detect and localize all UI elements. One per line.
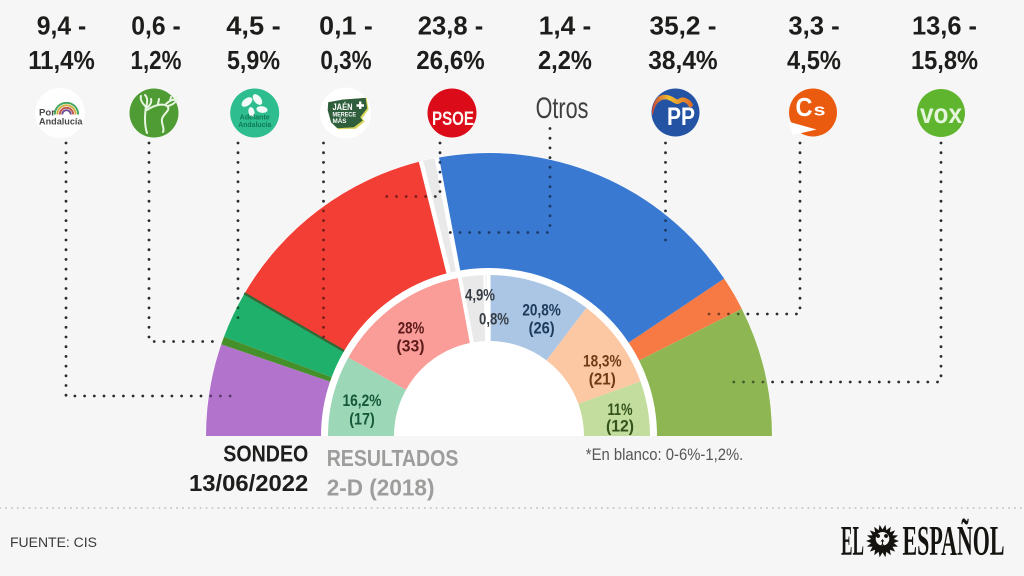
svg-text:Otros: Otros xyxy=(536,92,589,125)
svg-text:35,2 -: 35,2 - xyxy=(650,13,717,41)
svg-text:13,6 -: 13,6 - xyxy=(912,13,977,41)
svg-text:1,2%: 1,2% xyxy=(131,47,182,75)
svg-text:28%: 28% xyxy=(398,320,425,338)
svg-text:(17): (17) xyxy=(349,411,375,429)
svg-text:9,4 -: 9,4 - xyxy=(37,13,86,41)
svg-text:(33): (33) xyxy=(397,338,425,356)
svg-text:C: C xyxy=(796,92,813,122)
svg-text:11%: 11% xyxy=(608,401,633,419)
svg-text:RESULTADOS: RESULTADOS xyxy=(327,445,459,471)
svg-text:38,4%: 38,4% xyxy=(648,47,717,75)
svg-text:(26): (26) xyxy=(529,320,555,338)
svg-text:Andalucía: Andalucía xyxy=(238,122,271,129)
svg-text:16,2%: 16,2% xyxy=(343,392,382,410)
svg-text:ESPAÑOL: ESPAÑOL xyxy=(903,518,1005,565)
svg-text:20,8%: 20,8% xyxy=(522,302,561,320)
svg-text:Adelante: Adelante xyxy=(240,115,270,122)
svg-text:2-D (2018): 2-D (2018) xyxy=(327,475,435,501)
svg-text:0,8%: 0,8% xyxy=(479,311,509,329)
svg-text:*En blanco: 0-6%-1,2%.: *En blanco: 0-6%-1,2%. xyxy=(586,446,744,464)
svg-text:FUENTE: CIS: FUENTE: CIS xyxy=(10,535,97,550)
svg-text:13/06/2022: 13/06/2022 xyxy=(189,470,308,496)
svg-text:2,2%: 2,2% xyxy=(538,47,592,75)
svg-text:11,4%: 11,4% xyxy=(28,47,95,75)
svg-text:23,8 -: 23,8 - xyxy=(418,13,484,41)
svg-text:0,1 -: 0,1 - xyxy=(319,13,373,41)
svg-text:0,3%: 0,3% xyxy=(320,47,371,75)
svg-text:vox: vox xyxy=(920,98,962,129)
svg-text:(12): (12) xyxy=(606,418,634,436)
svg-text:4,9%: 4,9% xyxy=(465,287,495,305)
svg-text:EL: EL xyxy=(841,519,864,565)
svg-text:Andalucía: Andalucía xyxy=(39,117,83,128)
svg-text:5,9%: 5,9% xyxy=(227,47,280,75)
svg-text:4,5 -: 4,5 - xyxy=(226,13,281,41)
svg-text:26,6%: 26,6% xyxy=(416,47,485,75)
svg-text:0,6 -: 0,6 - xyxy=(131,13,180,41)
svg-text:MÁS: MÁS xyxy=(333,116,348,125)
svg-text:4,5%: 4,5% xyxy=(787,47,841,75)
svg-text:s: s xyxy=(814,101,826,120)
svg-text:SONDEO: SONDEO xyxy=(223,440,308,466)
svg-text:MERECE: MERECE xyxy=(333,112,357,119)
svg-text:PSOE: PSOE xyxy=(432,109,474,130)
svg-text:JAÉN: JAÉN xyxy=(333,102,353,112)
svg-text:(21): (21) xyxy=(589,370,616,388)
svg-text:1,4 -: 1,4 - xyxy=(539,13,592,41)
svg-text:PP: PP xyxy=(667,103,695,131)
svg-text:18,3%: 18,3% xyxy=(583,353,622,371)
svg-text:15,8%: 15,8% xyxy=(911,47,978,75)
svg-text:Por: Por xyxy=(39,108,55,119)
svg-text:3,3 -: 3,3 - xyxy=(788,13,839,41)
